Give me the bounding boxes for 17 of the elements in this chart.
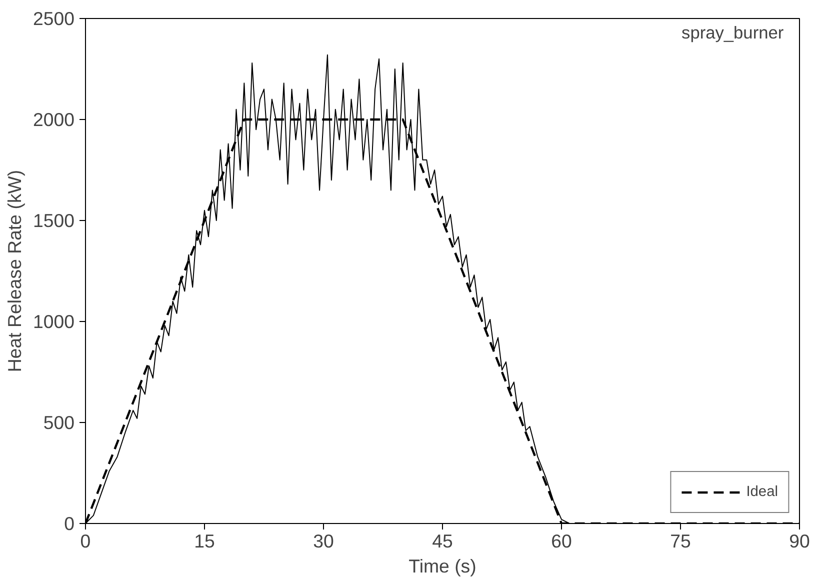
- y-tick-label: 500: [43, 412, 75, 433]
- x-tick-label: 90: [789, 530, 810, 552]
- y-tick-label: 2000: [32, 109, 75, 130]
- y-axis-title: Heat Release Rate (kW): [4, 170, 25, 372]
- y-tick-label: 1000: [32, 311, 75, 332]
- x-tick-label: 75: [670, 530, 691, 552]
- y-tick-label: 2500: [32, 8, 75, 29]
- x-tick-label: 30: [313, 530, 334, 552]
- x-tick-label: 15: [194, 530, 215, 552]
- annotation: spray_burner: [682, 22, 784, 43]
- y-tick-label: 1500: [32, 210, 75, 231]
- x-tick-label: 45: [432, 530, 453, 552]
- x-tick-label: 60: [551, 530, 572, 552]
- x-axis-title: Time (s): [408, 556, 476, 576]
- legend-label: Ideal: [746, 484, 778, 500]
- x-tick-label: 0: [80, 530, 91, 552]
- y-tick-label: 0: [64, 513, 75, 534]
